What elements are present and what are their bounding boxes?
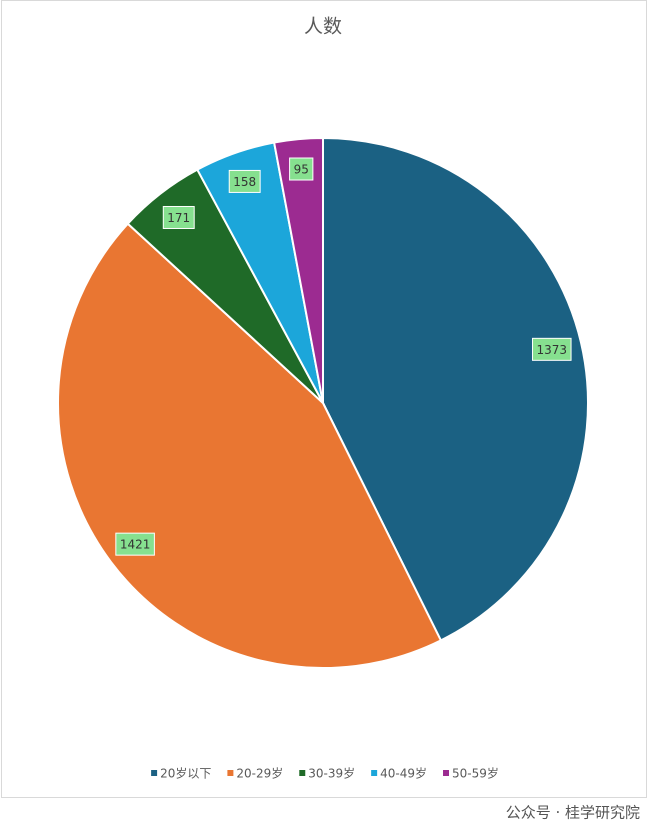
legend-item: 20岁以下: [151, 766, 211, 781]
data-label-box: [532, 337, 572, 361]
legend-label: 40-49岁: [380, 766, 427, 781]
pie-slice: [272, 136, 324, 404]
legend-item: 50-59岁: [443, 766, 499, 781]
legend-label: 30-39岁: [308, 766, 355, 781]
chart-title: 人数: [304, 16, 342, 38]
watermark: 公众号 · 桂学研究院: [506, 804, 640, 822]
data-label-box: [228, 169, 261, 193]
legend-label: 20-29岁: [236, 766, 283, 781]
data-label: 1421: [120, 538, 151, 552]
pie-slice: [322, 136, 590, 642]
legend-item: 30-39岁: [299, 766, 355, 781]
data-label: 158: [233, 175, 256, 189]
legend-label: 50-59岁: [452, 766, 499, 781]
data-label-box: [289, 157, 314, 181]
legend-item: 40-49岁: [371, 766, 427, 781]
pie: [57, 136, 590, 669]
pie-slice: [57, 222, 443, 669]
legend-item: 20-29岁: [227, 766, 283, 781]
legend-marker: [227, 770, 234, 776]
legend-marker: [299, 770, 306, 776]
legend-marker: [371, 770, 378, 776]
legend-marker: [443, 770, 450, 776]
data-labels: 1373 1421 171 158 95: [115, 157, 572, 556]
data-label-box: [115, 532, 155, 556]
data-label: 1373: [537, 343, 568, 357]
legend-marker: [151, 770, 158, 776]
legend: 20岁以下 20-29岁 30-39岁 40-49岁 50-59岁: [151, 766, 499, 781]
data-label: 171: [167, 211, 190, 225]
data-label-box: [162, 205, 195, 229]
legend-label: 20岁以下: [160, 766, 211, 781]
data-label: 95: [294, 163, 309, 177]
